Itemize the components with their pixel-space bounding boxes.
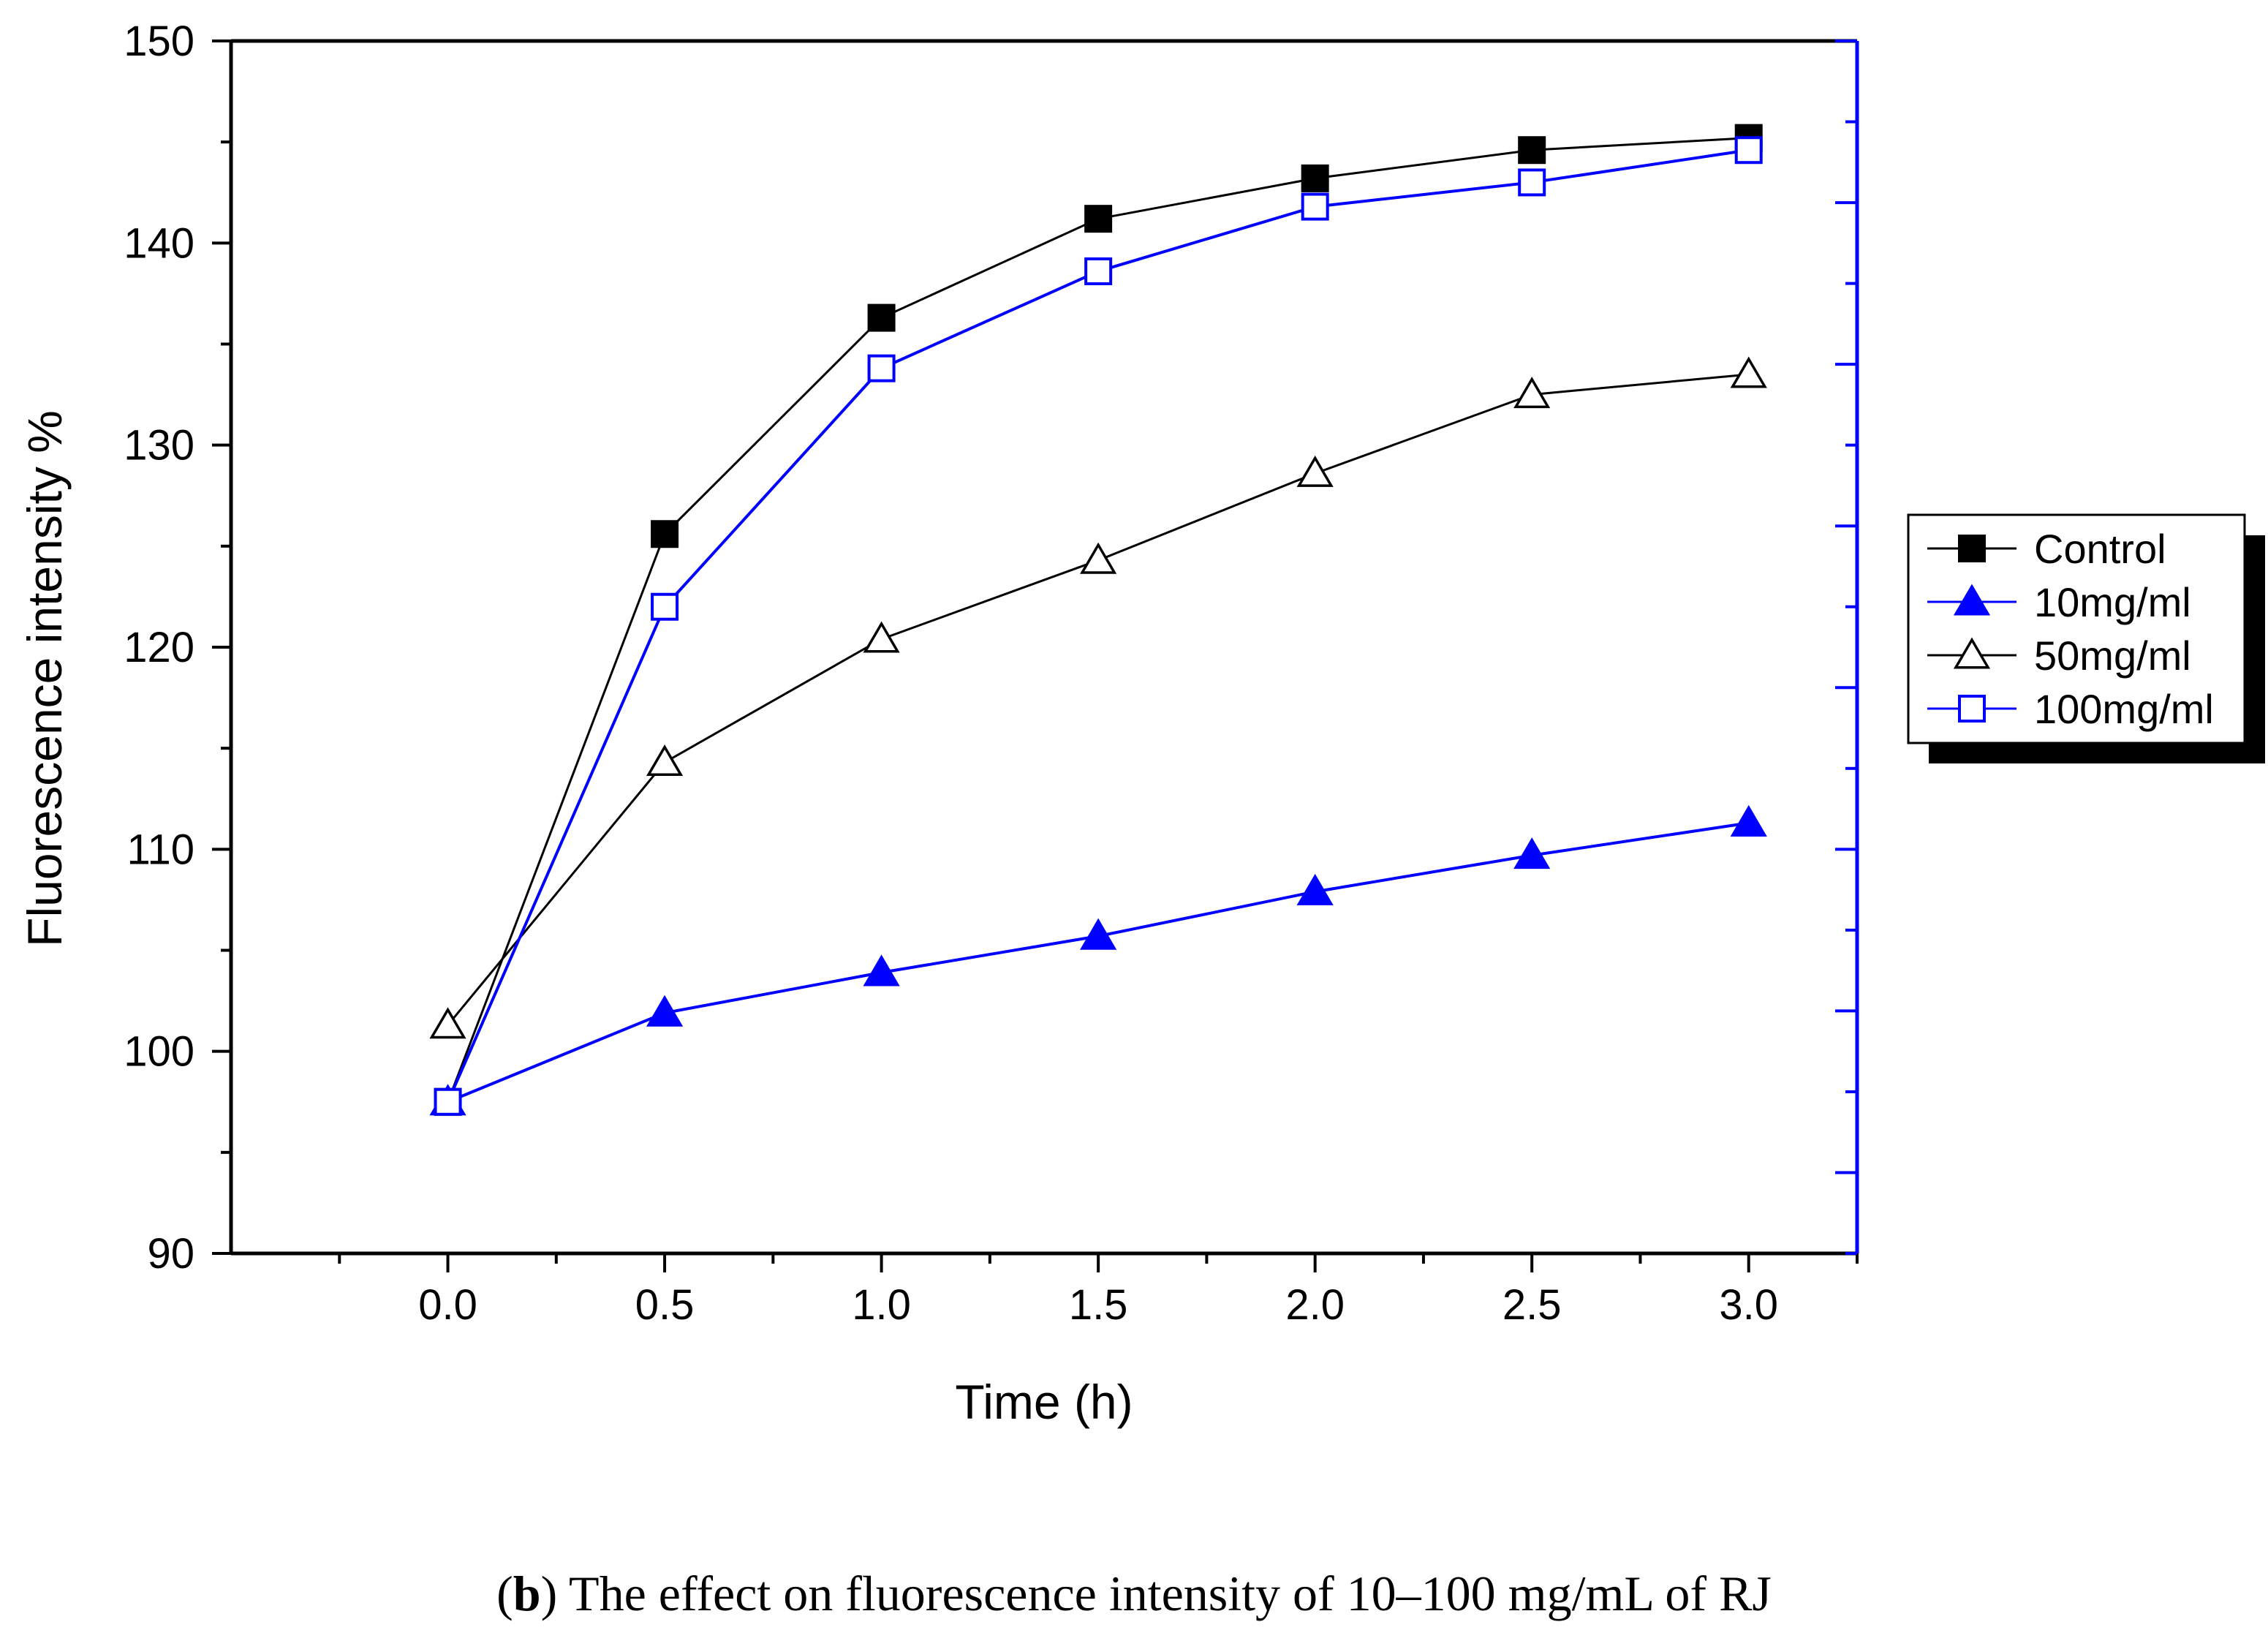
caption-paren-close: ) xyxy=(540,1566,558,1621)
data-point xyxy=(651,592,679,621)
data-point xyxy=(1734,136,1763,165)
y-tick-label: 150 xyxy=(124,18,194,65)
caption-label: b xyxy=(513,1566,541,1621)
legend-entry: Control xyxy=(1927,526,2166,572)
x-tick-label: 0.0 xyxy=(418,1281,477,1329)
legend-label: 10mg/ml xyxy=(2034,579,2191,625)
right-axis-ticks xyxy=(1835,39,1857,1255)
data-point xyxy=(1301,164,1329,192)
data-point xyxy=(1513,377,1551,409)
x-tick-label: 2.5 xyxy=(1502,1281,1562,1329)
data-point xyxy=(1080,918,1117,950)
data-point xyxy=(1730,804,1767,837)
legend-marker xyxy=(1953,584,1991,616)
legend-label: Control xyxy=(2034,526,2166,572)
x-tick-label: 0.5 xyxy=(635,1281,695,1329)
data-point xyxy=(867,303,896,332)
figure-caption: (b) The effect on fluorescence intensity… xyxy=(0,1565,2268,1623)
data-point xyxy=(646,995,684,1027)
x-tick-label: 1.0 xyxy=(852,1281,911,1329)
y-tick-label: 130 xyxy=(124,422,194,469)
y-tick-label: 110 xyxy=(127,826,194,873)
legend-marker xyxy=(1958,535,1986,562)
y-tick-label: 90 xyxy=(147,1230,194,1278)
series-100mg-ml xyxy=(434,136,1763,1116)
y-tick-label: 140 xyxy=(124,219,194,267)
y-tick-label: 120 xyxy=(124,624,194,671)
legend-entry: 10mg/ml xyxy=(1927,579,2191,625)
x-tick-label: 3.0 xyxy=(1719,1281,1778,1329)
data-point xyxy=(1518,168,1546,197)
x-axis-ticks: 0.0 0.5 1.0 1.5 2.0 2.5 3.0 xyxy=(338,1253,1859,1329)
legend-marker xyxy=(1953,637,1991,669)
data-point xyxy=(1301,192,1329,221)
data-point xyxy=(1513,837,1551,869)
data-point xyxy=(1296,455,1334,487)
data-point xyxy=(867,354,896,382)
data-point xyxy=(1296,873,1334,905)
x-tick-label: 1.5 xyxy=(1069,1281,1128,1329)
caption-text: The effect on fluorescence intensity of … xyxy=(557,1566,1772,1621)
series-50mg-ml xyxy=(429,356,1767,1039)
data-point xyxy=(863,621,900,653)
series-line xyxy=(447,821,1750,1104)
data-point xyxy=(1084,205,1113,233)
legend-entry: 50mg/ml xyxy=(1927,633,2191,679)
data-point xyxy=(1518,136,1546,165)
data-point xyxy=(1080,542,1117,574)
y-tick-label: 100 xyxy=(124,1028,194,1076)
y-axis-label: Fluorescence intensity % xyxy=(18,410,72,947)
legend: Control 10mg/ml 50mg/ml 100mg/ml xyxy=(1907,513,2265,763)
series-10mg-ml xyxy=(429,804,1767,1116)
legend-entry: 100mg/ml xyxy=(1927,686,2214,732)
caption-paren-open: ( xyxy=(496,1566,513,1621)
data-point xyxy=(429,1007,466,1039)
x-axis-label: Time (h) xyxy=(955,1375,1133,1429)
y-axis-ticks: 90 100 110 120 130 140 150 xyxy=(124,18,231,1278)
data-point xyxy=(1084,257,1113,286)
axes xyxy=(229,39,1859,1256)
series-line xyxy=(446,148,1750,1103)
data-point xyxy=(863,954,900,987)
legend-label: 100mg/ml xyxy=(2034,686,2214,732)
data-point xyxy=(434,1087,462,1116)
data-point xyxy=(651,520,679,548)
x-tick-label: 2.0 xyxy=(1285,1281,1345,1329)
data-point xyxy=(646,744,684,777)
legend-label: 50mg/ml xyxy=(2034,633,2191,679)
series-layer xyxy=(429,124,1767,1116)
legend-marker xyxy=(1958,695,1986,723)
data-point xyxy=(1730,356,1767,388)
